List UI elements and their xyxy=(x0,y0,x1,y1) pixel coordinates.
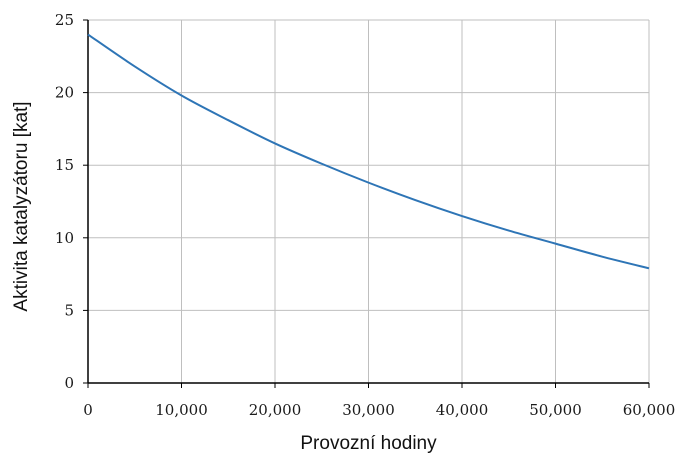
x-tick-label: 20,000 xyxy=(249,401,302,419)
grid-lines xyxy=(88,19,650,383)
series-group xyxy=(87,33,650,270)
y-tick-label: 10 xyxy=(55,229,74,247)
x-tick-label: 50,000 xyxy=(529,401,582,419)
x-tick-label: 30,000 xyxy=(342,401,395,419)
y-axis-title: Aktivita katalyzátoru [kat] xyxy=(11,101,32,311)
x-axis-title: Provozní hodiny xyxy=(300,433,437,453)
y-tick-label: 0 xyxy=(64,374,74,392)
x-tick-label: 10,000 xyxy=(155,401,208,419)
x-tick-label: 0 xyxy=(83,401,93,419)
axes xyxy=(83,19,650,388)
x-tick-label: 40,000 xyxy=(436,401,489,419)
y-tick-label: 25 xyxy=(55,11,74,29)
y-tick-label: 15 xyxy=(55,156,74,174)
tick-labels: 0 10,000 20,000 30,000 40,000 50,000 60,000 0 5 1… xyxy=(55,11,675,419)
series-line-0 xyxy=(87,33,650,270)
y-tick-label: 5 xyxy=(64,301,74,319)
y-tick-label: 20 xyxy=(55,84,74,102)
x-tick-label: 60,000 xyxy=(623,401,676,419)
